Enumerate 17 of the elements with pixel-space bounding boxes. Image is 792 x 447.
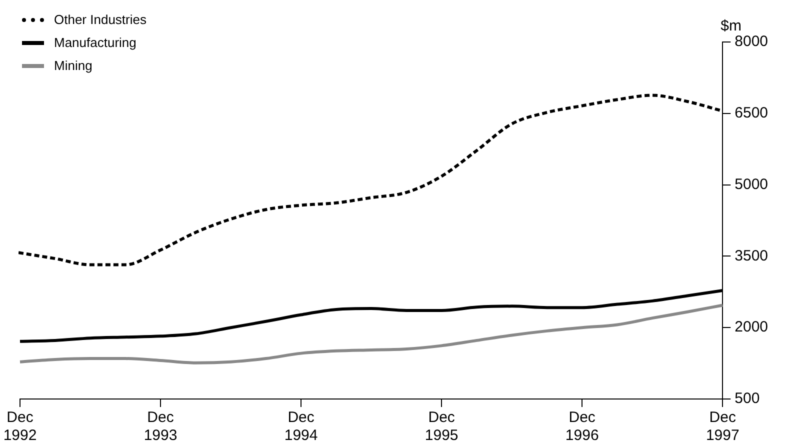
y-tick-label: 8000 bbox=[734, 33, 768, 50]
y-axis-title: $m bbox=[720, 18, 742, 35]
x-tick-label: Dec 1997 bbox=[706, 409, 740, 444]
x-tick-label: Dec 1992 bbox=[3, 409, 37, 444]
legend-label: Manufacturing bbox=[54, 35, 136, 50]
y-tick-label: 3500 bbox=[734, 247, 768, 264]
line-series bbox=[18, 304, 724, 364]
x-tick-label: Dec 1994 bbox=[284, 409, 318, 444]
y-tick-label: 6500 bbox=[734, 104, 768, 122]
y-tick-label: 5000 bbox=[734, 176, 768, 193]
y-tick-label: 500 bbox=[734, 390, 760, 408]
legend-label: Mining bbox=[54, 58, 92, 73]
y-tick-label: 2000 bbox=[734, 318, 768, 336]
x-tick-label: Dec 1996 bbox=[565, 409, 599, 444]
x-tick-label: Dec 1993 bbox=[144, 409, 178, 444]
legend-label: Other Industries bbox=[54, 12, 146, 27]
x-tick-label: Dec 1995 bbox=[424, 409, 458, 444]
